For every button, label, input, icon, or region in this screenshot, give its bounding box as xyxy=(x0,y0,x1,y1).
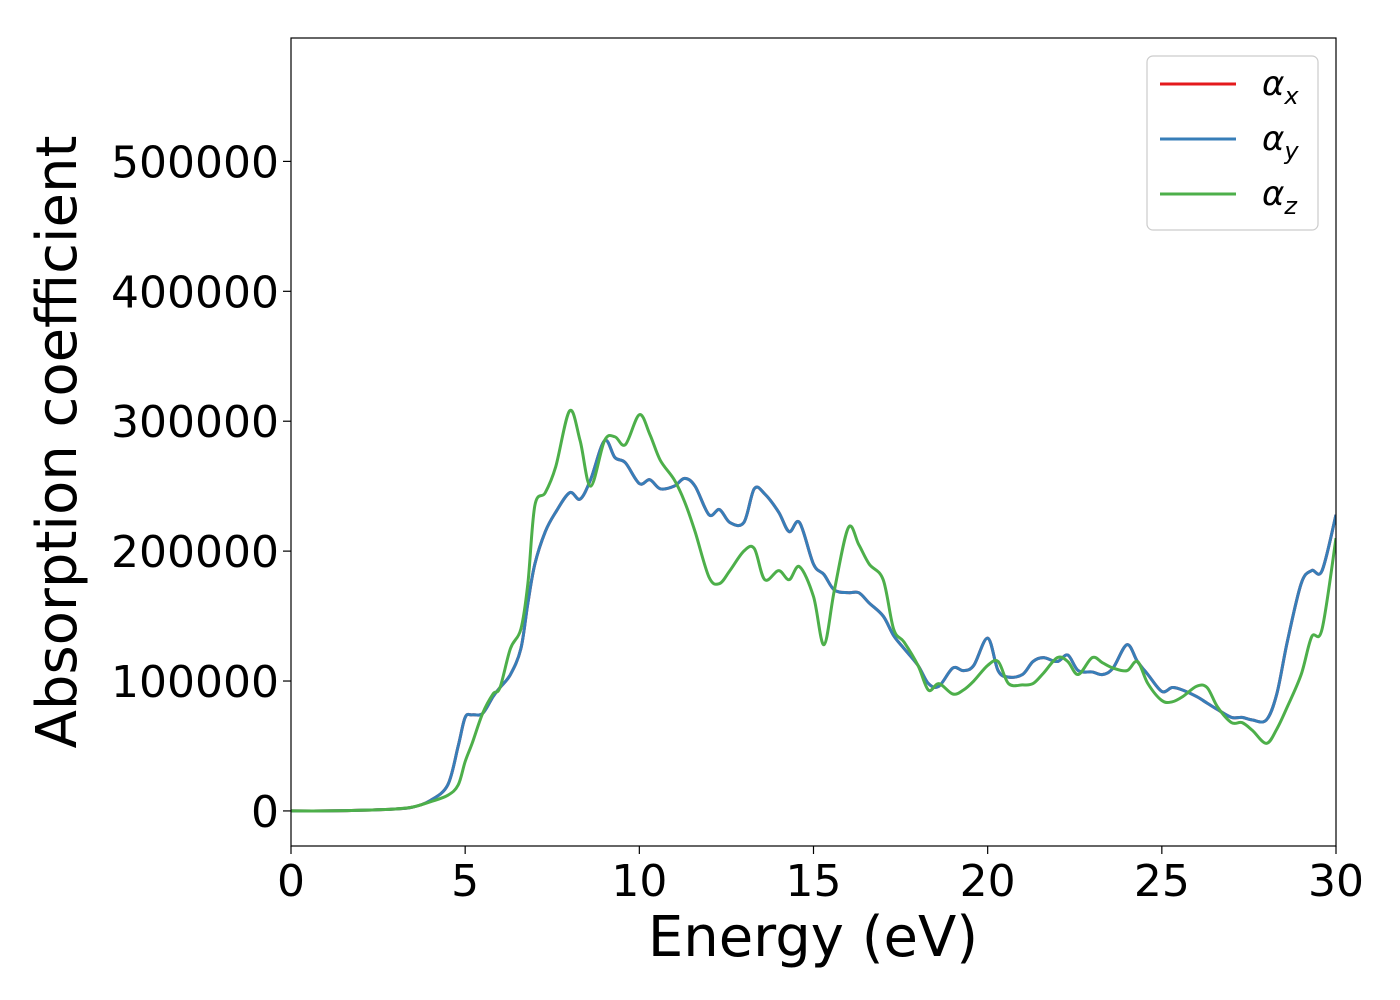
y-axis: 0 100000 200000 300000 400000 500000 xyxy=(111,137,291,838)
y-tick-label: 0 xyxy=(251,787,279,838)
legend-subscript: y xyxy=(1283,137,1299,165)
x-tick-label: 30 xyxy=(1308,856,1364,907)
y-tick-label: 200000 xyxy=(111,527,279,578)
legend-box xyxy=(1146,55,1319,231)
x-tick-label: 10 xyxy=(611,856,667,907)
legend-subscript: x xyxy=(1283,82,1299,110)
x-tick-label: 15 xyxy=(786,856,842,907)
y-tick-label: 300000 xyxy=(111,397,279,448)
series-layer xyxy=(291,408,1336,813)
legend-subscript: z xyxy=(1283,192,1298,220)
y-tick-label: 100000 xyxy=(111,657,279,708)
x-axis-label: Energy (eV) xyxy=(648,905,978,970)
legend-label: αz xyxy=(1262,174,1298,220)
legend-symbol: α xyxy=(1262,64,1284,104)
x-tick-label: 0 xyxy=(277,856,305,907)
legend-symbol: α xyxy=(1262,174,1284,214)
x-tick-label: 5 xyxy=(451,856,479,907)
x-tick-label: 20 xyxy=(960,856,1016,907)
x-axis: 0 5 10 15 20 25 30 xyxy=(277,846,1364,907)
series-line-alpha-y xyxy=(291,438,1336,813)
x-tick-label: 25 xyxy=(1134,856,1190,907)
legend-label: αx xyxy=(1262,64,1299,110)
y-tick-label: 500000 xyxy=(111,137,279,188)
legend-symbol: α xyxy=(1262,119,1284,159)
series-line-alpha-z xyxy=(291,408,1336,813)
legend-label: αy xyxy=(1262,119,1299,165)
y-tick-label: 400000 xyxy=(111,267,279,318)
y-axis-label: Absorption coefficient xyxy=(25,136,90,749)
series-line-alpha-x xyxy=(291,438,1336,813)
